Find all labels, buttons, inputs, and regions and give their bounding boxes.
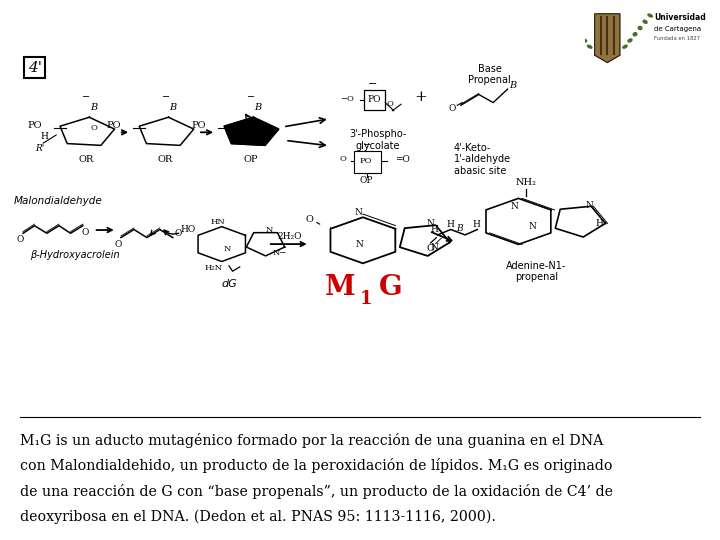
- Text: B: B: [254, 103, 261, 112]
- Polygon shape: [224, 117, 279, 145]
- Text: N: N: [224, 246, 231, 253]
- Text: N: N: [586, 201, 594, 210]
- Text: B: B: [509, 81, 516, 90]
- Text: −: −: [368, 79, 378, 89]
- Text: dG: dG: [221, 279, 237, 289]
- Ellipse shape: [622, 44, 628, 49]
- Text: HO: HO: [180, 225, 195, 234]
- Text: deoxyribosa en el DNA. (Dedon et al. PNAS 95: 1113-1116, 2000).: deoxyribosa en el DNA. (Dedon et al. PNA…: [20, 509, 496, 524]
- Text: OP: OP: [359, 177, 372, 185]
- Text: B: B: [456, 225, 462, 233]
- Text: −: −: [363, 141, 372, 150]
- Text: O: O: [449, 104, 456, 112]
- Ellipse shape: [562, 14, 567, 18]
- Text: −: −: [82, 93, 91, 102]
- Text: HN: HN: [211, 218, 225, 226]
- Text: Adenine-N1-
propenal: Adenine-N1- propenal: [506, 261, 567, 282]
- Text: N: N: [266, 226, 273, 234]
- Polygon shape: [595, 14, 620, 63]
- Text: H: H: [41, 132, 48, 141]
- Text: N: N: [431, 244, 438, 252]
- Text: OR: OR: [158, 155, 174, 164]
- Text: PO: PO: [368, 96, 381, 104]
- Text: N: N: [427, 219, 435, 228]
- Ellipse shape: [632, 32, 638, 37]
- Text: Universidad: Universidad: [654, 13, 706, 22]
- Text: Malondialdehyde: Malondialdehyde: [13, 196, 102, 206]
- Ellipse shape: [627, 38, 633, 43]
- Text: Fundada en 1827: Fundada en 1827: [654, 36, 700, 41]
- Text: B: B: [169, 103, 176, 112]
- Text: OR: OR: [78, 155, 94, 164]
- Text: O: O: [17, 235, 24, 244]
- Text: OP: OP: [243, 155, 258, 164]
- Text: NH₂: NH₂: [516, 178, 536, 187]
- Text: −O: −O: [340, 95, 354, 103]
- Text: H₂N: H₂N: [204, 264, 222, 272]
- Text: R': R': [35, 144, 44, 153]
- Text: 3'-Phospho-
glycolate: 3'-Phospho- glycolate: [349, 129, 407, 151]
- Ellipse shape: [577, 32, 582, 37]
- Text: Base
Propenal: Base Propenal: [468, 64, 511, 85]
- Ellipse shape: [642, 19, 648, 24]
- Text: H: H: [447, 220, 454, 228]
- Text: β-Hydroxyacrolein: β-Hydroxyacrolein: [30, 250, 120, 260]
- Text: G: G: [379, 274, 402, 301]
- Text: N: N: [529, 222, 536, 231]
- Text: 4'-Keto-
1'-aldehyde
abasic site: 4'-Keto- 1'-aldehyde abasic site: [454, 143, 510, 176]
- Text: N: N: [355, 208, 362, 218]
- Text: 2H₂O: 2H₂O: [277, 232, 302, 241]
- Text: M₁G is un aducto mutagénico formado por la reacción de una guanina en el DNA: M₁G is un aducto mutagénico formado por …: [20, 433, 603, 448]
- Text: M: M: [325, 274, 356, 301]
- Text: O: O: [339, 156, 346, 163]
- Text: con Malondialdehido, un producto de la peroxidación de lípidos. M₁G es originado: con Malondialdehido, un producto de la p…: [20, 458, 613, 474]
- Ellipse shape: [582, 38, 588, 43]
- Text: PO: PO: [192, 122, 206, 130]
- Text: +: +: [415, 90, 428, 104]
- Text: 1: 1: [360, 290, 373, 308]
- Text: H: H: [431, 225, 438, 234]
- Ellipse shape: [637, 26, 643, 30]
- Text: PO: PO: [27, 122, 42, 130]
- Text: B: B: [90, 103, 97, 112]
- Text: PO: PO: [359, 157, 372, 165]
- Bar: [354, 151, 381, 173]
- Ellipse shape: [587, 44, 593, 49]
- Text: N−: N−: [273, 249, 287, 257]
- Ellipse shape: [567, 19, 572, 24]
- Text: O: O: [82, 228, 89, 237]
- Text: 4': 4': [27, 60, 42, 75]
- Text: O: O: [427, 244, 434, 253]
- Text: O: O: [90, 124, 97, 132]
- Text: O: O: [114, 240, 122, 248]
- Text: PO: PO: [107, 122, 121, 130]
- Ellipse shape: [647, 14, 653, 18]
- Text: −: −: [161, 93, 170, 102]
- Ellipse shape: [572, 26, 577, 30]
- Text: N: N: [356, 240, 363, 249]
- Text: de Cartagena: de Cartagena: [654, 25, 701, 31]
- Text: O: O: [306, 215, 313, 224]
- Text: O·O: O·O: [244, 131, 260, 139]
- Text: =O: =O: [395, 155, 410, 164]
- Text: N: N: [511, 202, 518, 211]
- Text: H: H: [472, 220, 480, 228]
- Bar: [14, 11, 706, 416]
- Bar: [364, 90, 385, 110]
- Text: de una reacción de G con “base propenals”, un producto de la oxidación de C4’ de: de una reacción de G con “base propenals…: [20, 484, 613, 499]
- Text: H: H: [595, 219, 603, 228]
- Text: O: O: [174, 229, 181, 238]
- Text: O: O: [387, 100, 394, 108]
- Text: −: −: [246, 93, 255, 102]
